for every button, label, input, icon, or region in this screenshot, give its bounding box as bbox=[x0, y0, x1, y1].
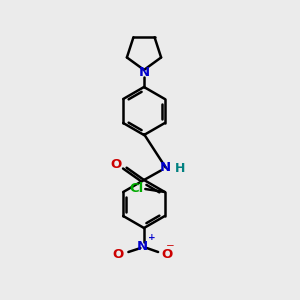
Text: H: H bbox=[175, 161, 185, 175]
Text: +: + bbox=[148, 233, 155, 242]
Text: N: N bbox=[160, 161, 171, 174]
Text: N: N bbox=[138, 66, 150, 80]
Text: N: N bbox=[137, 240, 148, 253]
Text: O: O bbox=[161, 248, 172, 262]
Text: O: O bbox=[113, 248, 124, 262]
Text: Cl: Cl bbox=[130, 182, 144, 195]
Text: O: O bbox=[111, 158, 122, 171]
Text: −: − bbox=[166, 241, 175, 251]
